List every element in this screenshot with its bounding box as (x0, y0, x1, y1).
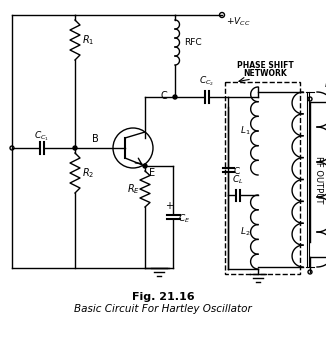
Bar (225, 82, 300, 274)
Text: E: E (149, 168, 155, 178)
Text: $L_2$: $L_2$ (240, 226, 250, 238)
Text: C: C (234, 167, 240, 177)
Text: NETWORK: NETWORK (243, 69, 287, 78)
Circle shape (173, 95, 177, 99)
Text: B: B (92, 134, 98, 144)
Text: Fig. 21.16: Fig. 21.16 (132, 292, 194, 302)
Text: $+V_{CC}$: $+V_{CC}$ (226, 16, 251, 29)
Text: RF OUTPUT: RF OUTPUT (314, 156, 322, 203)
Text: $L_1$: $L_1$ (240, 125, 250, 137)
Text: $R_2$: $R_2$ (82, 166, 94, 180)
Text: $C_{C_2}$: $C_{C_2}$ (200, 74, 215, 88)
Text: $R_E$: $R_E$ (127, 182, 140, 196)
Text: C: C (160, 91, 167, 101)
Text: PHASE SHIFT: PHASE SHIFT (237, 61, 293, 70)
Text: $C_{C_1}$: $C_{C_1}$ (35, 129, 50, 143)
Text: +: + (165, 201, 173, 211)
Circle shape (73, 146, 77, 150)
Text: $L'$: $L'$ (324, 78, 326, 89)
Text: $R_1$: $R_1$ (82, 33, 95, 47)
Text: Basic Circuit For Hartley Oscillator: Basic Circuit For Hartley Oscillator (74, 304, 252, 314)
Text: $C_L$: $C_L$ (232, 174, 244, 186)
Text: $C_E$: $C_E$ (178, 213, 190, 225)
Text: RFC: RFC (184, 38, 201, 47)
Circle shape (143, 164, 147, 168)
